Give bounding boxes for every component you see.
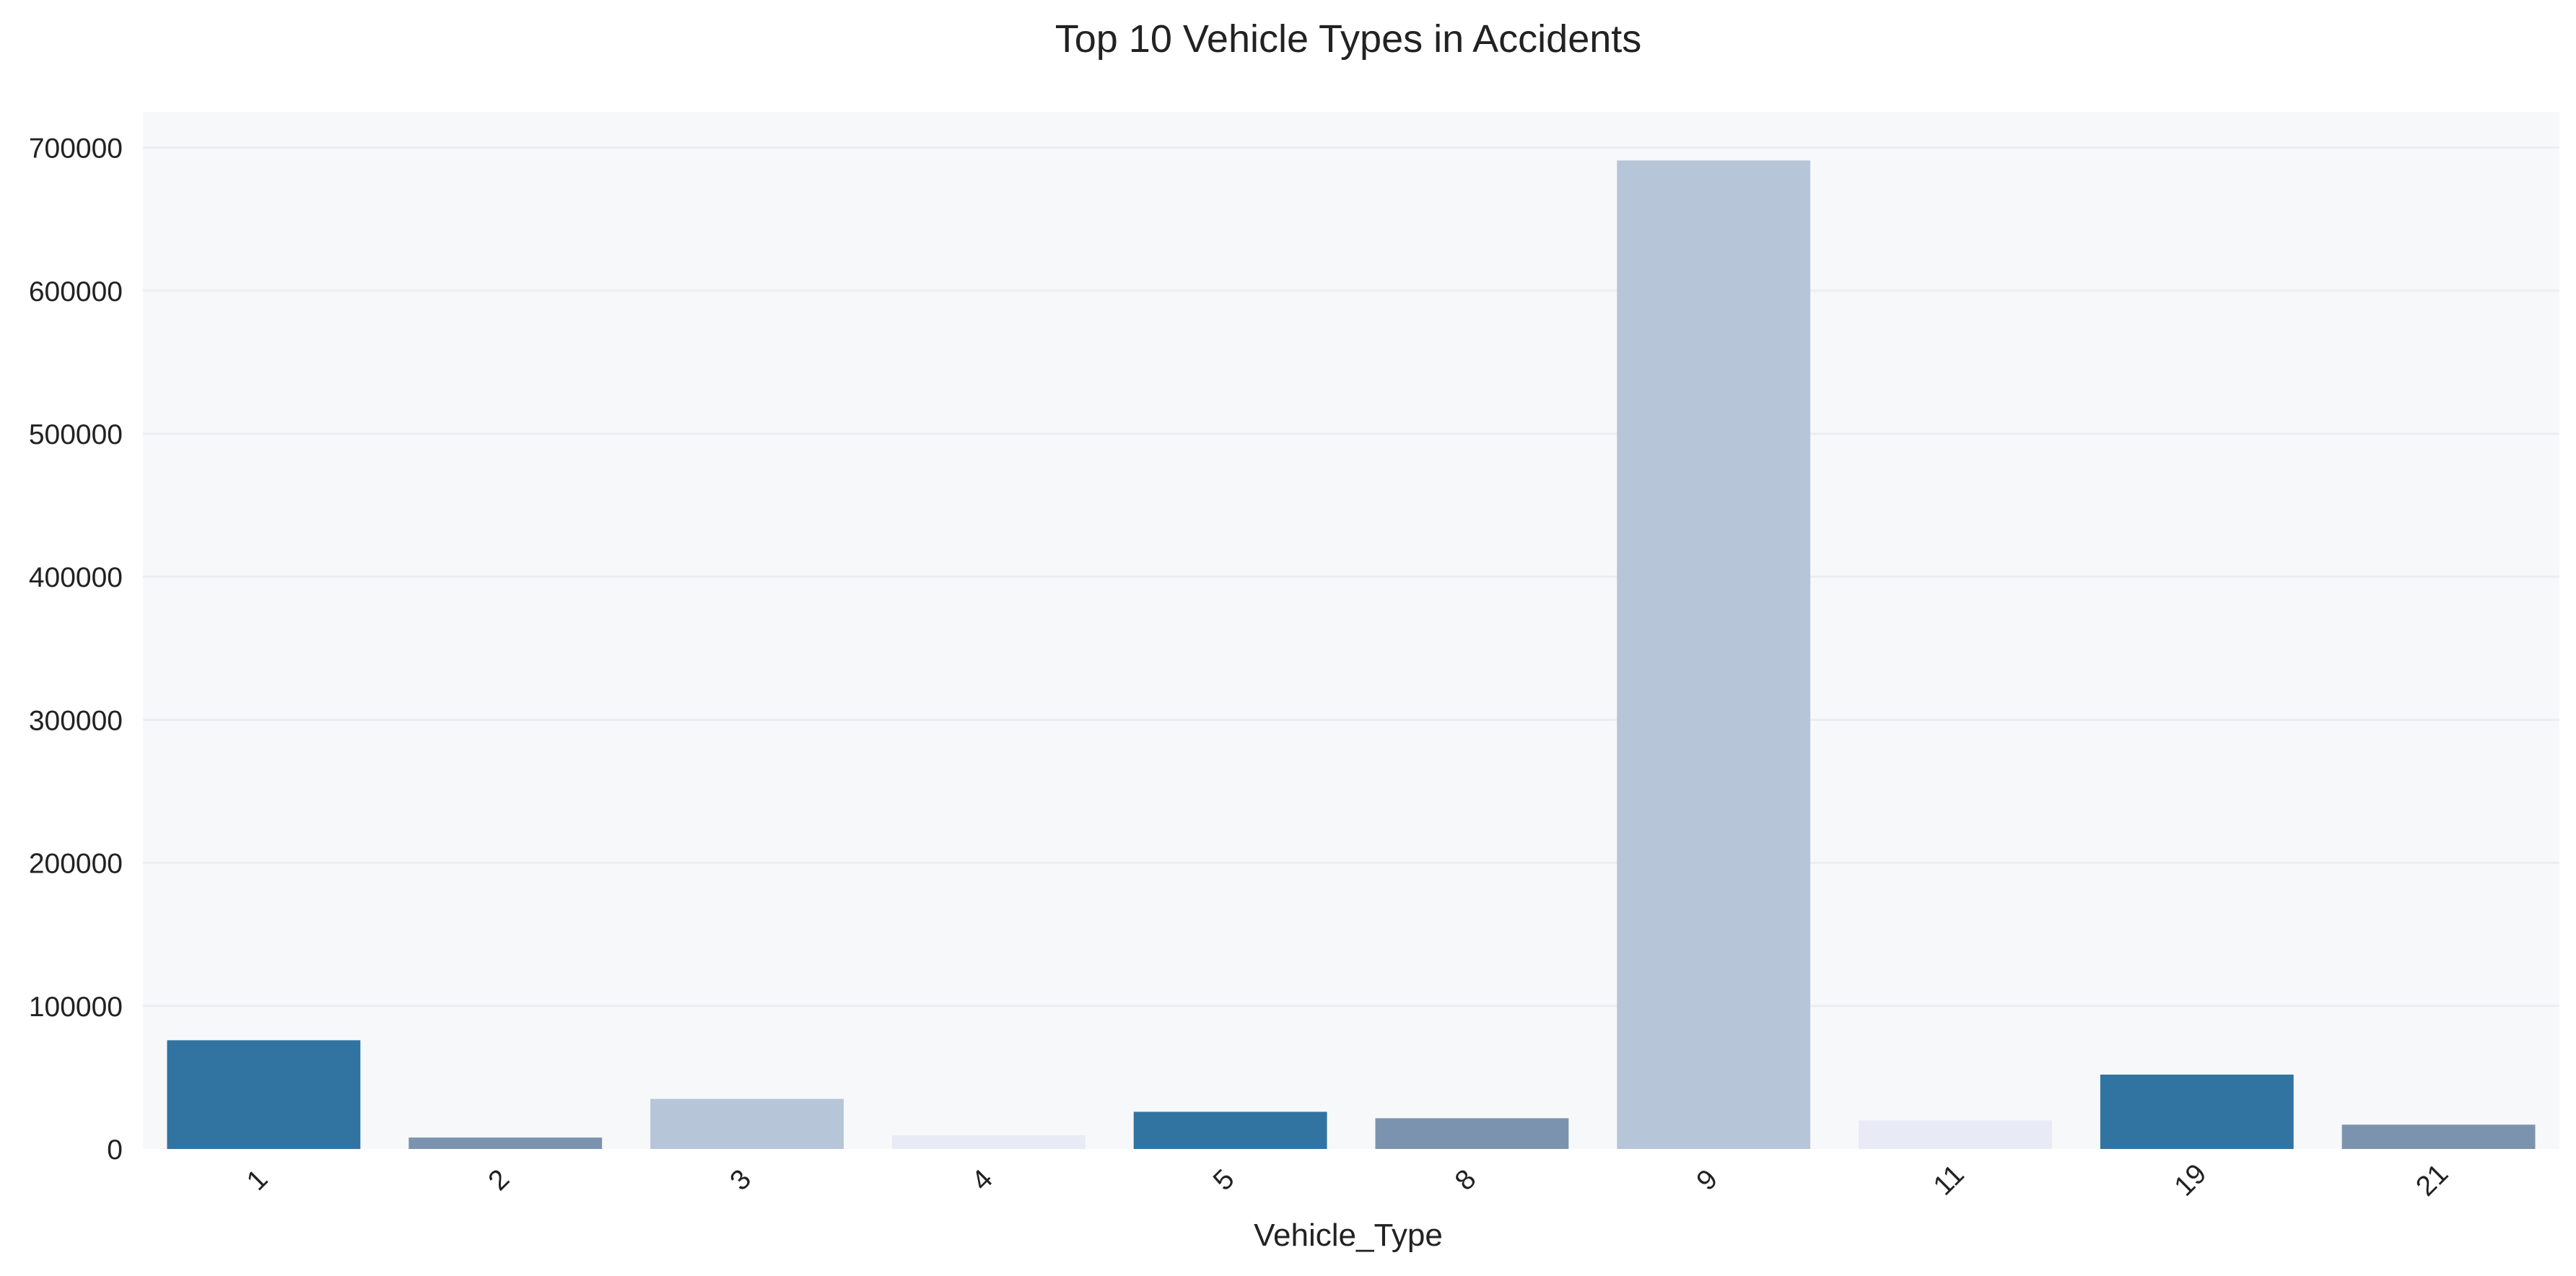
y-tick-label: 0 bbox=[107, 1135, 123, 1166]
plot-background bbox=[143, 112, 2559, 1149]
x-tick-label: 1 bbox=[241, 1163, 274, 1197]
bar-9 bbox=[1617, 160, 1811, 1149]
y-tick-label: 700000 bbox=[29, 134, 123, 165]
y-tick-label: 500000 bbox=[29, 419, 123, 450]
bar-2 bbox=[409, 1137, 603, 1149]
bars bbox=[167, 160, 2536, 1149]
bar-8 bbox=[1375, 1118, 1569, 1149]
x-tick-label: 9 bbox=[1690, 1163, 1724, 1197]
chart-title: Top 10 Vehicle Types in Accidents bbox=[1055, 17, 1642, 61]
y-tick-label: 100000 bbox=[29, 992, 123, 1023]
bar-11 bbox=[1859, 1120, 2052, 1149]
bar-3 bbox=[650, 1098, 844, 1149]
bar-19 bbox=[2100, 1074, 2294, 1149]
bar-5 bbox=[1133, 1111, 1327, 1149]
x-axis-ticks: 1 2 3 4 5 8 9 11 19 21 bbox=[241, 1158, 2455, 1202]
bar-21 bbox=[2341, 1124, 2536, 1149]
x-tick-label: 21 bbox=[2410, 1158, 2454, 1202]
y-tick-label: 200000 bbox=[29, 849, 123, 880]
y-axis-ticks: 0 100000 200000 300000 400000 500000 600000 700… bbox=[29, 134, 123, 1166]
y-tick-label: 400000 bbox=[29, 562, 123, 593]
y-tick-label: 300000 bbox=[29, 705, 123, 736]
x-tick-label: 5 bbox=[1208, 1163, 1241, 1197]
bar-1 bbox=[167, 1040, 361, 1149]
x-tick-label: 11 bbox=[1928, 1159, 1970, 1202]
x-tick-label: 8 bbox=[1449, 1163, 1483, 1197]
x-axis-label: Vehicle_Type bbox=[1254, 1218, 1443, 1253]
x-tick-label: 2 bbox=[482, 1163, 515, 1197]
bar-4 bbox=[891, 1135, 1086, 1149]
y-tick-label: 600000 bbox=[29, 276, 123, 307]
x-tick-label: 19 bbox=[2168, 1158, 2212, 1202]
x-tick-label: 3 bbox=[724, 1163, 757, 1197]
grid-lines bbox=[143, 147, 2559, 1008]
x-tick-label: 4 bbox=[966, 1163, 999, 1197]
